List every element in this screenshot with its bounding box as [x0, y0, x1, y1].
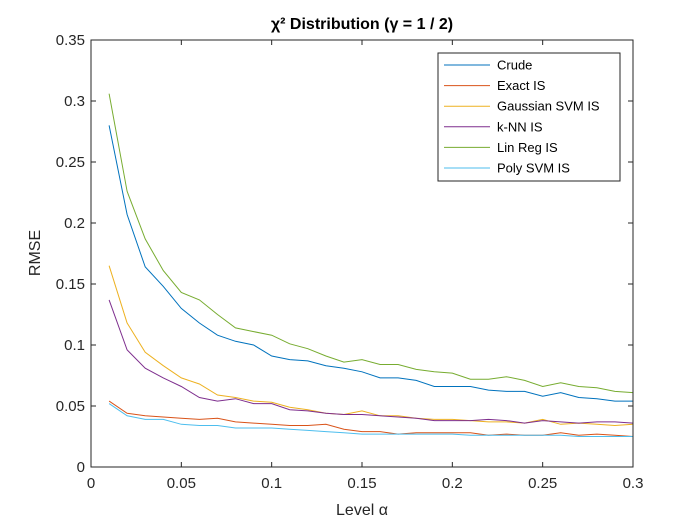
y-tick-label: 0.2 — [64, 215, 85, 232]
y-tick-label: 0.05 — [56, 398, 85, 415]
ticks-layer: 0 0.05 0.1 0.15 0.2 0.25 0.3 0 0.05 0.1 0.15 0.2 0.2… — [56, 32, 644, 492]
y-axis-label: RMSE — [27, 230, 44, 276]
series-line-crude — [108, 125, 633, 402]
y-tick-label: 0.25 — [56, 154, 85, 171]
y-tick-label: 0 — [77, 459, 85, 476]
legend-label-lin-reg-is: Lin Reg IS — [497, 140, 558, 155]
x-tick-label: 0.25 — [528, 475, 557, 492]
y-tick-label: 0.1 — [64, 337, 85, 354]
x-tick-label: 0 — [87, 475, 95, 492]
series-layer — [108, 93, 634, 437]
x-tick-label: 0.1 — [261, 475, 282, 492]
legend-label-k-nn-is: k-NN IS — [497, 119, 543, 134]
legend-label-crude: Crude — [497, 58, 532, 73]
chart-title: χ² Distribution (γ = 1 / 2) — [271, 16, 453, 33]
series-line-lin-reg-is — [108, 93, 634, 394]
legend-label-poly-svm-is: Poly SVM IS — [497, 161, 570, 176]
legend-label-exact-is: Exact IS — [497, 78, 546, 93]
x-tick-label: 0.05 — [167, 475, 196, 492]
series-line-gaussian-svm-is — [108, 265, 634, 427]
legend-items: Crude Exact IS Gaussian SVM IS k-NN IS Lin R… — [444, 58, 600, 176]
y-tick-label: 0.15 — [56, 276, 85, 293]
y-tick-label: 0.3 — [64, 93, 85, 110]
y-tick-label: 0.35 — [56, 32, 85, 49]
legend-label-gaussian-svm-is: Gaussian SVM IS — [497, 99, 600, 114]
x-tick-label: 0.2 — [442, 475, 463, 492]
x-tick-label: 0.3 — [623, 475, 644, 492]
legend-box — [437, 52, 621, 182]
legend: Crude Exact IS Gaussian SVM IS k-NN IS Lin R… — [437, 52, 621, 182]
x-tick-label: 0.15 — [347, 475, 376, 492]
series-line-k-nn-is — [108, 299, 634, 424]
x-axis-label: Level α — [336, 502, 388, 519]
series-line-poly-svm-is — [108, 403, 633, 437]
